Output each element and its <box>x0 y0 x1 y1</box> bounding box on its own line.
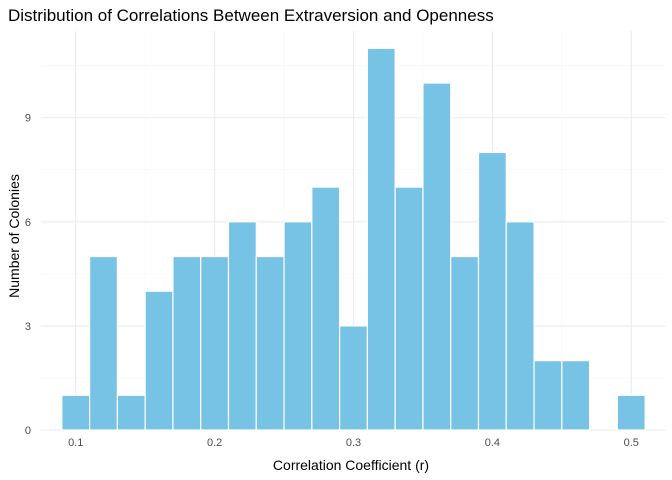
x-tick-label: 0.1 <box>68 437 83 449</box>
histogram-bar <box>89 255 118 431</box>
histogram-bar <box>61 394 91 431</box>
x-axis-ticks: 0.1 0.2 0.3 0.4 0.5 <box>68 437 639 449</box>
histogram-bar <box>450 255 480 431</box>
histogram-bar <box>255 255 285 431</box>
y-tick-label: 9 <box>25 113 31 125</box>
histogram-bar <box>422 82 452 431</box>
x-tick-label: 0.5 <box>624 437 639 449</box>
histogram-bar <box>116 394 146 431</box>
chart-title: Distribution of Correlations Between Ext… <box>8 6 494 25</box>
histogram-bar <box>561 360 591 431</box>
y-axis-ticks: 0 3 6 9 <box>25 113 31 437</box>
histogram-bar <box>339 325 368 431</box>
histogram-bar <box>505 221 535 431</box>
x-tick-label: 0.3 <box>346 437 361 449</box>
histogram-bar <box>533 360 563 431</box>
histogram-bar <box>200 255 230 431</box>
y-tick-label: 6 <box>25 217 31 229</box>
y-tick-label: 3 <box>25 321 31 333</box>
histogram-bar <box>477 151 507 431</box>
y-tick-label: 0 <box>25 425 31 437</box>
x-axis-label: Correlation Coefficient (r) <box>273 457 429 473</box>
x-tick-label: 0.4 <box>485 437 500 449</box>
histogram-bar <box>394 186 424 431</box>
histogram-bar <box>144 290 174 431</box>
histogram-bar <box>311 186 341 431</box>
y-axis-label: Number of Colonies <box>6 174 22 298</box>
histogram-bar <box>616 394 646 431</box>
histogram-bar <box>366 47 396 431</box>
bars <box>61 47 646 431</box>
x-tick-label: 0.2 <box>207 437 222 449</box>
histogram-bar <box>172 255 202 431</box>
histogram-bar <box>283 221 313 431</box>
histogram-bar <box>227 221 257 431</box>
